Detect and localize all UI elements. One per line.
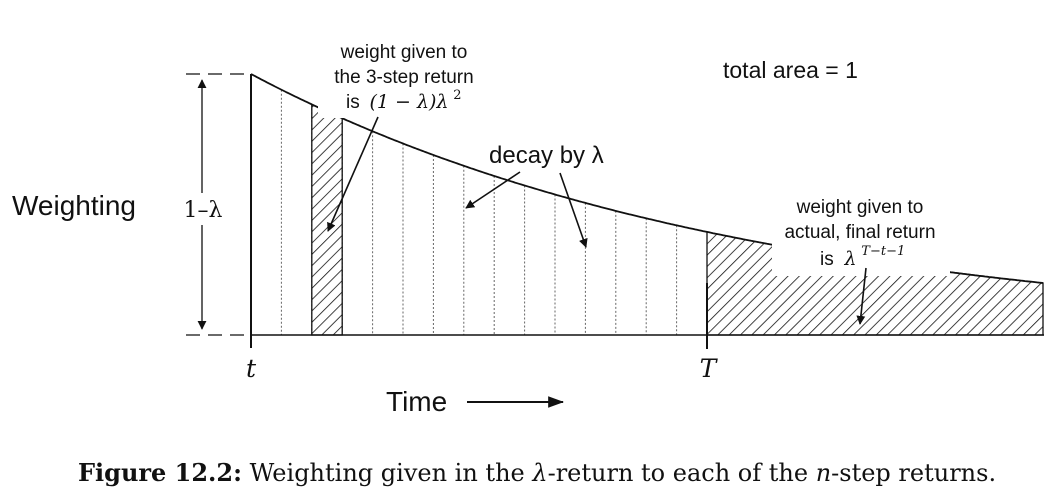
decay-arrow-right: [559, 172, 588, 248]
caption-lambda: λ: [531, 459, 547, 487]
three-step-line1: weight given to: [340, 42, 468, 63]
height-label: 1–λ: [184, 198, 223, 223]
three-step-hatched-area: [311, 103, 343, 336]
three-step-annotation: weight given to the 3-step return is (1 …: [318, 42, 518, 232]
final-formula: is λ T−t−1: [820, 244, 905, 270]
final-annotation-bg: [772, 192, 950, 276]
three-step-arrow: [327, 116, 379, 232]
T-label: T: [700, 354, 719, 383]
three-step-line2: the 3-step return: [334, 67, 473, 88]
caption-text-c: -step returns.: [831, 459, 996, 487]
decay-label: decay by λ: [489, 142, 604, 169]
three-step-is: is: [346, 92, 360, 113]
final-formula-sup: T−t−1: [861, 244, 905, 259]
t-label: t: [246, 354, 257, 383]
step-divider-lines: [280, 89, 678, 335]
final-return-annotation: weight given to actual, final return is …: [772, 192, 950, 325]
final-formula-main: λ: [843, 248, 856, 270]
caption-label: Figure 12.2:: [78, 458, 242, 487]
time-label: Time: [386, 386, 447, 417]
caption-text-b: -return to each of the: [548, 459, 816, 487]
total-area-label: total area = 1: [723, 57, 858, 83]
final-line2: actual, final return: [784, 222, 935, 243]
three-step-formula: is (1 − λ)λ 2: [346, 88, 462, 113]
figure-caption: Figure 12.2: Weighting given in the λ-re…: [78, 458, 996, 487]
decay-arrow-left: [465, 171, 521, 209]
caption-text-a: Weighting given in the: [242, 459, 532, 487]
final-line1: weight given to: [796, 197, 924, 218]
three-step-formula-main: (1 − λ)λ: [369, 91, 448, 113]
y-axis-label: Weighting: [12, 190, 136, 221]
final-is: is: [820, 249, 834, 270]
three-step-annotation-bg: [318, 86, 518, 118]
final-arrow: [856, 267, 867, 325]
height-label-bg: [174, 193, 232, 225]
three-step-formula-sup: 2: [453, 88, 461, 103]
caption-n: n: [816, 459, 831, 487]
